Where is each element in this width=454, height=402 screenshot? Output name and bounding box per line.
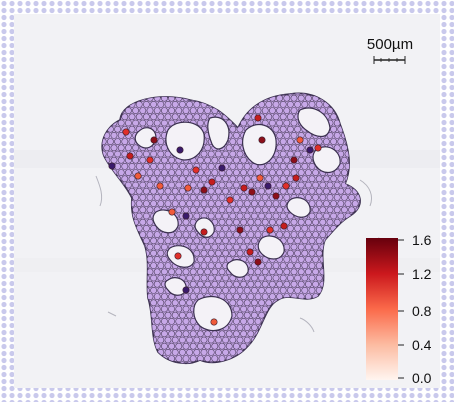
tissue-gaps (134, 107, 341, 332)
colorbar-tick-label: 1.2 (412, 266, 432, 282)
scale-bar-label: 500µm (366, 36, 414, 53)
expression-highlights (108, 114, 322, 326)
colorbar-tick-label: 0.8 (412, 303, 432, 319)
colorbar-tick-label: 1.6 (412, 232, 432, 248)
scale-bar (373, 56, 406, 64)
colorbar-gradient (366, 238, 398, 380)
colorbar-tick-label: 0.0 (412, 370, 432, 386)
colorbar (366, 238, 404, 380)
tissue-section (101, 92, 361, 365)
colorbar-tick-label: 0.4 (412, 337, 432, 353)
